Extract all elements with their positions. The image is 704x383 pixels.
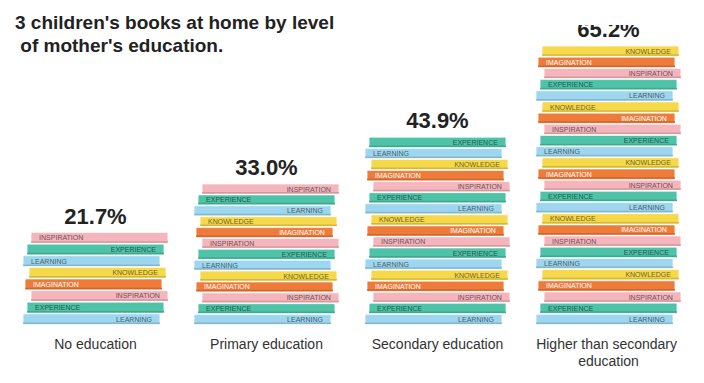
- svg-text:65.2%: 65.2%: [577, 17, 639, 42]
- svg-text:No education: No education: [54, 336, 137, 352]
- svg-text:INSPIRATION: INSPIRATION: [39, 234, 83, 241]
- svg-text:LEARNING: LEARNING: [458, 316, 494, 323]
- svg-text:EXPERIENCE: EXPERIENCE: [35, 304, 80, 311]
- svg-text:3 children's books at home by: 3 children's books at home by level: [15, 12, 334, 33]
- svg-text:Higher than secondary: Higher than secondary: [536, 336, 681, 352]
- svg-text:of mother's education.: of mother's education.: [15, 35, 223, 56]
- svg-text:LEARNING: LEARNING: [373, 150, 409, 157]
- svg-text:INSPIRATION: INSPIRATION: [552, 238, 596, 245]
- svg-text:21.7%: 21.7%: [64, 204, 126, 229]
- svg-text:IMAGINATION: IMAGINATION: [621, 115, 667, 122]
- svg-text:LEARNING: LEARNING: [629, 316, 665, 323]
- svg-text:KNOWLEDGE: KNOWLEDGE: [625, 271, 671, 278]
- svg-text:IMAGINATION: IMAGINATION: [204, 283, 250, 290]
- svg-text:INSPIRATION: INSPIRATION: [210, 240, 254, 247]
- svg-text:INSPIRATION: INSPIRATION: [552, 126, 596, 133]
- svg-text:LEARNING: LEARNING: [31, 258, 67, 265]
- svg-text:LEARNING: LEARNING: [202, 262, 238, 269]
- svg-text:IMAGINATION: IMAGINATION: [33, 281, 79, 288]
- svg-text:EXPERIENCE: EXPERIENCE: [548, 193, 593, 200]
- svg-text:Primary education: Primary education: [210, 336, 323, 352]
- svg-text:KNOWLEDGE: KNOWLEDGE: [454, 272, 500, 279]
- svg-text:IMAGINATION: IMAGINATION: [546, 171, 592, 178]
- svg-text:EXPERIENCE: EXPERIENCE: [453, 139, 498, 146]
- svg-text:INSPIRATION: INSPIRATION: [629, 294, 673, 301]
- svg-text:IMAGINATION: IMAGINATION: [279, 229, 325, 236]
- svg-text:education: education: [578, 353, 639, 369]
- svg-text:EXPERIENCE: EXPERIENCE: [377, 305, 422, 312]
- svg-text:INSPIRATION: INSPIRATION: [458, 294, 502, 301]
- svg-text:43.9%: 43.9%: [406, 108, 468, 133]
- svg-text:EXPERIENCE: EXPERIENCE: [624, 137, 669, 144]
- svg-text:KNOWLEDGE: KNOWLEDGE: [112, 269, 158, 276]
- svg-text:EXPERIENCE: EXPERIENCE: [548, 81, 593, 88]
- svg-text:KNOWLEDGE: KNOWLEDGE: [625, 48, 671, 55]
- svg-text:IMAGINATION: IMAGINATION: [450, 227, 496, 234]
- svg-text:INSPIRATION: INSPIRATION: [629, 70, 673, 77]
- svg-text:LEARNING: LEARNING: [458, 205, 494, 212]
- svg-text:EXPERIENCE: EXPERIENCE: [206, 305, 251, 312]
- svg-text:IMAGINATION: IMAGINATION: [546, 59, 592, 66]
- svg-text:EXPERIENCE: EXPERIENCE: [548, 305, 593, 312]
- svg-text:LEARNING: LEARNING: [287, 207, 323, 214]
- svg-text:INSPIRATION: INSPIRATION: [116, 292, 160, 299]
- svg-text:INSPIRATION: INSPIRATION: [458, 183, 502, 190]
- svg-text:LEARNING: LEARNING: [373, 261, 409, 268]
- svg-text:INSPIRATION: INSPIRATION: [381, 238, 425, 245]
- svg-text:EXPERIENCE: EXPERIENCE: [111, 246, 156, 253]
- svg-text:LEARNING: LEARNING: [116, 316, 152, 323]
- svg-text:KNOWLEDGE: KNOWLEDGE: [550, 104, 596, 111]
- svg-text:LEARNING: LEARNING: [287, 316, 323, 323]
- svg-text:KNOWLEDGE: KNOWLEDGE: [625, 159, 671, 166]
- svg-text:IMAGINATION: IMAGINATION: [375, 283, 421, 290]
- svg-text:EXPERIENCE: EXPERIENCE: [206, 196, 251, 203]
- svg-text:KNOWLEDGE: KNOWLEDGE: [283, 273, 329, 280]
- svg-text:KNOWLEDGE: KNOWLEDGE: [208, 218, 254, 225]
- svg-text:INSPIRATION: INSPIRATION: [629, 182, 673, 189]
- svg-text:KNOWLEDGE: KNOWLEDGE: [379, 216, 425, 223]
- svg-text:KNOWLEDGE: KNOWLEDGE: [550, 215, 596, 222]
- svg-text:INSPIRATION: INSPIRATION: [287, 294, 331, 301]
- svg-text:LEARNING: LEARNING: [544, 260, 580, 267]
- svg-text:EXPERIENCE: EXPERIENCE: [377, 194, 422, 201]
- svg-text:EXPERIENCE: EXPERIENCE: [453, 250, 498, 257]
- svg-text:IMAGINATION: IMAGINATION: [621, 226, 667, 233]
- svg-text:EXPERIENCE: EXPERIENCE: [624, 249, 669, 256]
- svg-text:LEARNING: LEARNING: [629, 204, 665, 211]
- svg-text:IMAGINATION: IMAGINATION: [375, 172, 421, 179]
- svg-text:INSPIRATION: INSPIRATION: [287, 186, 331, 193]
- svg-text:IMAGINATION: IMAGINATION: [546, 282, 592, 289]
- svg-text:LEARNING: LEARNING: [544, 148, 580, 155]
- svg-text:Secondary education: Secondary education: [372, 336, 504, 352]
- svg-text:EXPERIENCE: EXPERIENCE: [282, 251, 327, 258]
- svg-text:33.0%: 33.0%: [235, 155, 297, 180]
- svg-text:KNOWLEDGE: KNOWLEDGE: [454, 161, 500, 168]
- svg-text:LEARNING: LEARNING: [629, 92, 665, 99]
